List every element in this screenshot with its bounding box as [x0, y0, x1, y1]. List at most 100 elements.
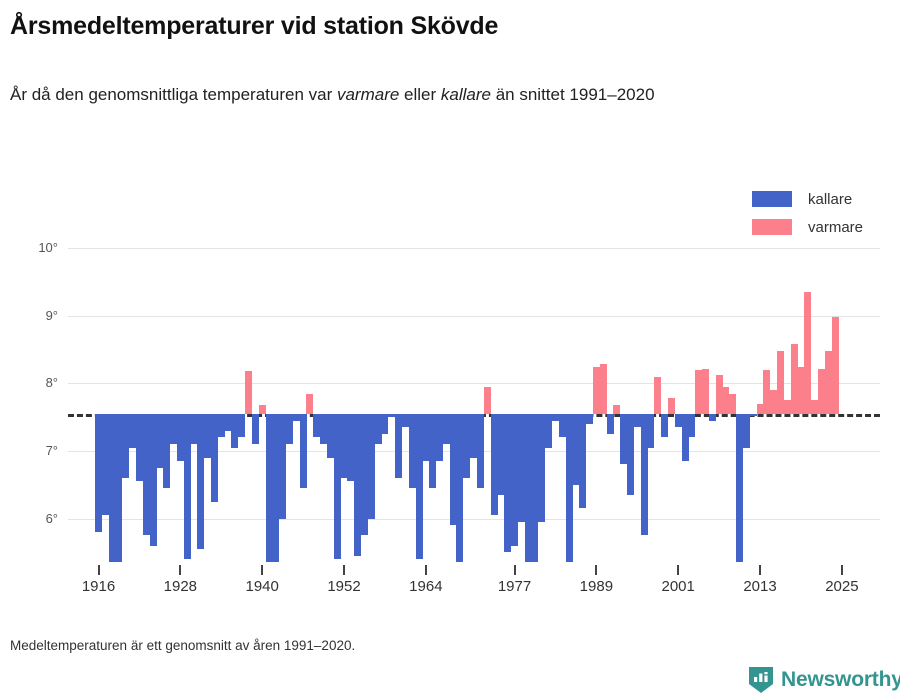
chart-bar[interactable] — [231, 413, 239, 448]
chart-bar[interactable] — [797, 366, 805, 414]
chart-bar[interactable] — [804, 292, 812, 414]
chart-bar[interactable] — [490, 413, 498, 516]
chart-bar[interactable] — [197, 413, 205, 549]
chart-bar[interactable] — [354, 413, 362, 556]
chart-bar[interactable] — [661, 413, 669, 438]
chart-bar[interactable] — [320, 413, 328, 445]
chart-bar[interactable] — [756, 403, 764, 414]
chart-bar[interactable] — [129, 413, 137, 448]
legend-item-varmare[interactable]: varmare — [752, 216, 892, 238]
chart-bar[interactable] — [415, 413, 423, 560]
chart-bar[interactable] — [272, 413, 280, 563]
chart-bar[interactable] — [313, 413, 321, 438]
chart-bar[interactable] — [367, 413, 375, 519]
chart-bar[interactable] — [374, 413, 382, 445]
chart-bar[interactable] — [422, 413, 430, 462]
chart-bar[interactable] — [770, 390, 778, 414]
chart-bar[interactable] — [340, 413, 348, 478]
chart-bar[interactable] — [456, 413, 464, 563]
chart-bar[interactable] — [476, 413, 484, 489]
chart-bar[interactable] — [436, 413, 443, 462]
chart-bar[interactable] — [135, 413, 143, 482]
chart-bar[interactable] — [592, 366, 600, 414]
chart-bar[interactable] — [183, 413, 191, 560]
chart-bar[interactable] — [729, 393, 737, 414]
chart-bar[interactable] — [790, 344, 798, 414]
chart-bar[interactable] — [265, 413, 273, 563]
chart-bar[interactable] — [524, 413, 532, 563]
chart-bar[interactable] — [258, 405, 266, 414]
chart-bar[interactable] — [101, 413, 109, 516]
chart-bar[interactable] — [381, 413, 389, 435]
chart-bar[interactable] — [640, 413, 648, 536]
chart-bar[interactable] — [742, 413, 750, 448]
chart-bar[interactable] — [333, 413, 341, 560]
chart-bar[interactable] — [708, 413, 716, 421]
chart-bar[interactable] — [777, 350, 784, 414]
chart-bar[interactable] — [783, 400, 791, 414]
chart-bar[interactable] — [395, 413, 403, 478]
chart-bar[interactable] — [749, 413, 757, 416]
chart-bar[interactable] — [279, 413, 287, 519]
legend-item-kallare[interactable]: kallare — [752, 188, 892, 210]
chart-bar[interactable] — [245, 371, 253, 414]
chart-bar[interactable] — [156, 413, 164, 468]
chart-bar[interactable] — [736, 413, 744, 563]
chart-bar[interactable] — [633, 413, 641, 428]
chart-bar[interactable] — [108, 413, 116, 563]
chart-bar[interactable] — [551, 413, 559, 421]
chart-bar[interactable] — [674, 413, 682, 428]
chart-bar[interactable] — [681, 413, 689, 462]
chart-bar[interactable] — [470, 413, 478, 458]
chart-bar[interactable] — [224, 413, 232, 431]
chart-bar[interactable] — [763, 369, 771, 414]
chart-bar[interactable] — [388, 413, 396, 418]
brand-logo[interactable]: Newsworthy — [748, 666, 900, 694]
chart-bar[interactable] — [824, 350, 832, 414]
chart-bar[interactable] — [449, 413, 457, 526]
chart-bar[interactable] — [238, 413, 246, 438]
chart-bar[interactable] — [701, 368, 709, 414]
chart-bar[interactable] — [149, 413, 157, 546]
chart-bar[interactable] — [599, 364, 607, 414]
chart-bar[interactable] — [483, 386, 491, 414]
chart-bar[interactable] — [538, 413, 546, 522]
chart-bar[interactable] — [722, 386, 730, 414]
chart-bar[interactable] — [531, 413, 539, 563]
chart-bar[interactable] — [204, 413, 212, 458]
chart-bar[interactable] — [292, 413, 300, 421]
chart-bar[interactable] — [586, 413, 594, 424]
chart-bar[interactable] — [360, 413, 368, 536]
chart-bar[interactable] — [142, 413, 150, 536]
chart-bar[interactable] — [326, 413, 334, 458]
chart-bar[interactable] — [565, 413, 573, 563]
chart-bar[interactable] — [613, 405, 621, 414]
chart-bar[interactable] — [299, 413, 307, 489]
chart-bar[interactable] — [463, 413, 471, 478]
chart-bar[interactable] — [115, 413, 123, 563]
chart-bar[interactable] — [517, 413, 525, 522]
chart-bar[interactable] — [401, 413, 409, 428]
chart-bar[interactable] — [511, 413, 519, 546]
chart-bar[interactable] — [210, 413, 218, 502]
chart-bar[interactable] — [667, 398, 675, 414]
chart-bar[interactable] — [170, 413, 178, 445]
chart-bar[interactable] — [190, 413, 198, 445]
chart-bar[interactable] — [654, 376, 662, 414]
chart-bar[interactable] — [285, 413, 293, 445]
chart-bar[interactable] — [442, 413, 450, 445]
chart-bar[interactable] — [579, 413, 587, 509]
chart-bar[interactable] — [620, 413, 628, 465]
chart-bar[interactable] — [176, 413, 184, 462]
chart-bar[interactable] — [122, 413, 130, 478]
chart-bar[interactable] — [817, 368, 825, 414]
chart-bar[interactable] — [217, 413, 225, 438]
chart-bar[interactable] — [811, 400, 819, 414]
chart-bar[interactable] — [504, 413, 512, 553]
chart-bar[interactable] — [647, 413, 655, 448]
chart-bar[interactable] — [715, 375, 723, 414]
chart-bar[interactable] — [95, 413, 102, 533]
chart-bar[interactable] — [606, 413, 614, 435]
chart-bar[interactable] — [251, 413, 259, 445]
chart-bar[interactable] — [347, 413, 355, 482]
